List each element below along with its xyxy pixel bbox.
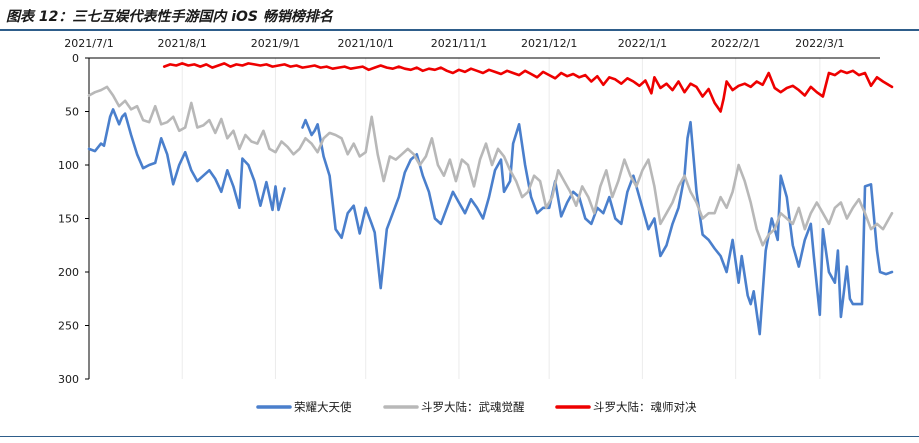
series-line: [87, 85, 894, 247]
x-tick-label: 2022/1/1: [618, 37, 667, 50]
axes: 2021/7/1 2021/8/1 2021/9/1 2021/10/1 2021/11…: [58, 37, 880, 386]
x-tick-label: 2021/9/1: [251, 37, 300, 50]
y-tick-label: 0: [72, 52, 79, 65]
series-line: [162, 62, 894, 113]
y-tick-label: 100: [58, 159, 79, 172]
y-tick-label: 150: [58, 213, 79, 226]
title-divider: [0, 29, 919, 31]
series-line: [301, 118, 894, 336]
bottom-divider: [0, 436, 919, 437]
figure-title: 图表 12：三七互娱代表性手游国内 iOS 畅销榜排名: [6, 9, 333, 25]
legend-label: 荣耀大天使: [294, 400, 352, 414]
legend-label: 斗罗大陆：魂师对决: [593, 400, 697, 414]
x-gridlines: [88, 58, 821, 379]
x-tick-label: 2021/8/1: [158, 37, 207, 50]
x-tick-label: 2021/10/1: [337, 37, 393, 50]
legend: 荣耀大天使 斗罗大陆：武魂觉醒 斗罗大陆：魂师对决: [256, 400, 697, 414]
legend-item: 荣耀大天使: [256, 400, 352, 414]
y-tick-label: 50: [65, 106, 79, 119]
x-tick-label: 2021/11/1: [431, 37, 487, 50]
x-tick-label: 2021/7/1: [64, 37, 113, 50]
y-tick-label: 300: [58, 373, 79, 386]
x-tick-label: 2021/12/1: [521, 37, 577, 50]
x-tick-label: 2022/3/1: [795, 37, 844, 50]
legend-item: 斗罗大陆：魂师对决: [555, 400, 697, 414]
y-tick-label: 200: [58, 266, 79, 279]
x-tick-label: 2022/2/1: [711, 37, 760, 50]
legend-item: 斗罗大陆：武魂觉醒: [383, 400, 525, 414]
y-tick-label: 250: [58, 320, 79, 333]
series-line: [87, 108, 286, 212]
series-lines: [87, 62, 894, 336]
legend-label: 斗罗大陆：武魂觉醒: [421, 400, 525, 414]
